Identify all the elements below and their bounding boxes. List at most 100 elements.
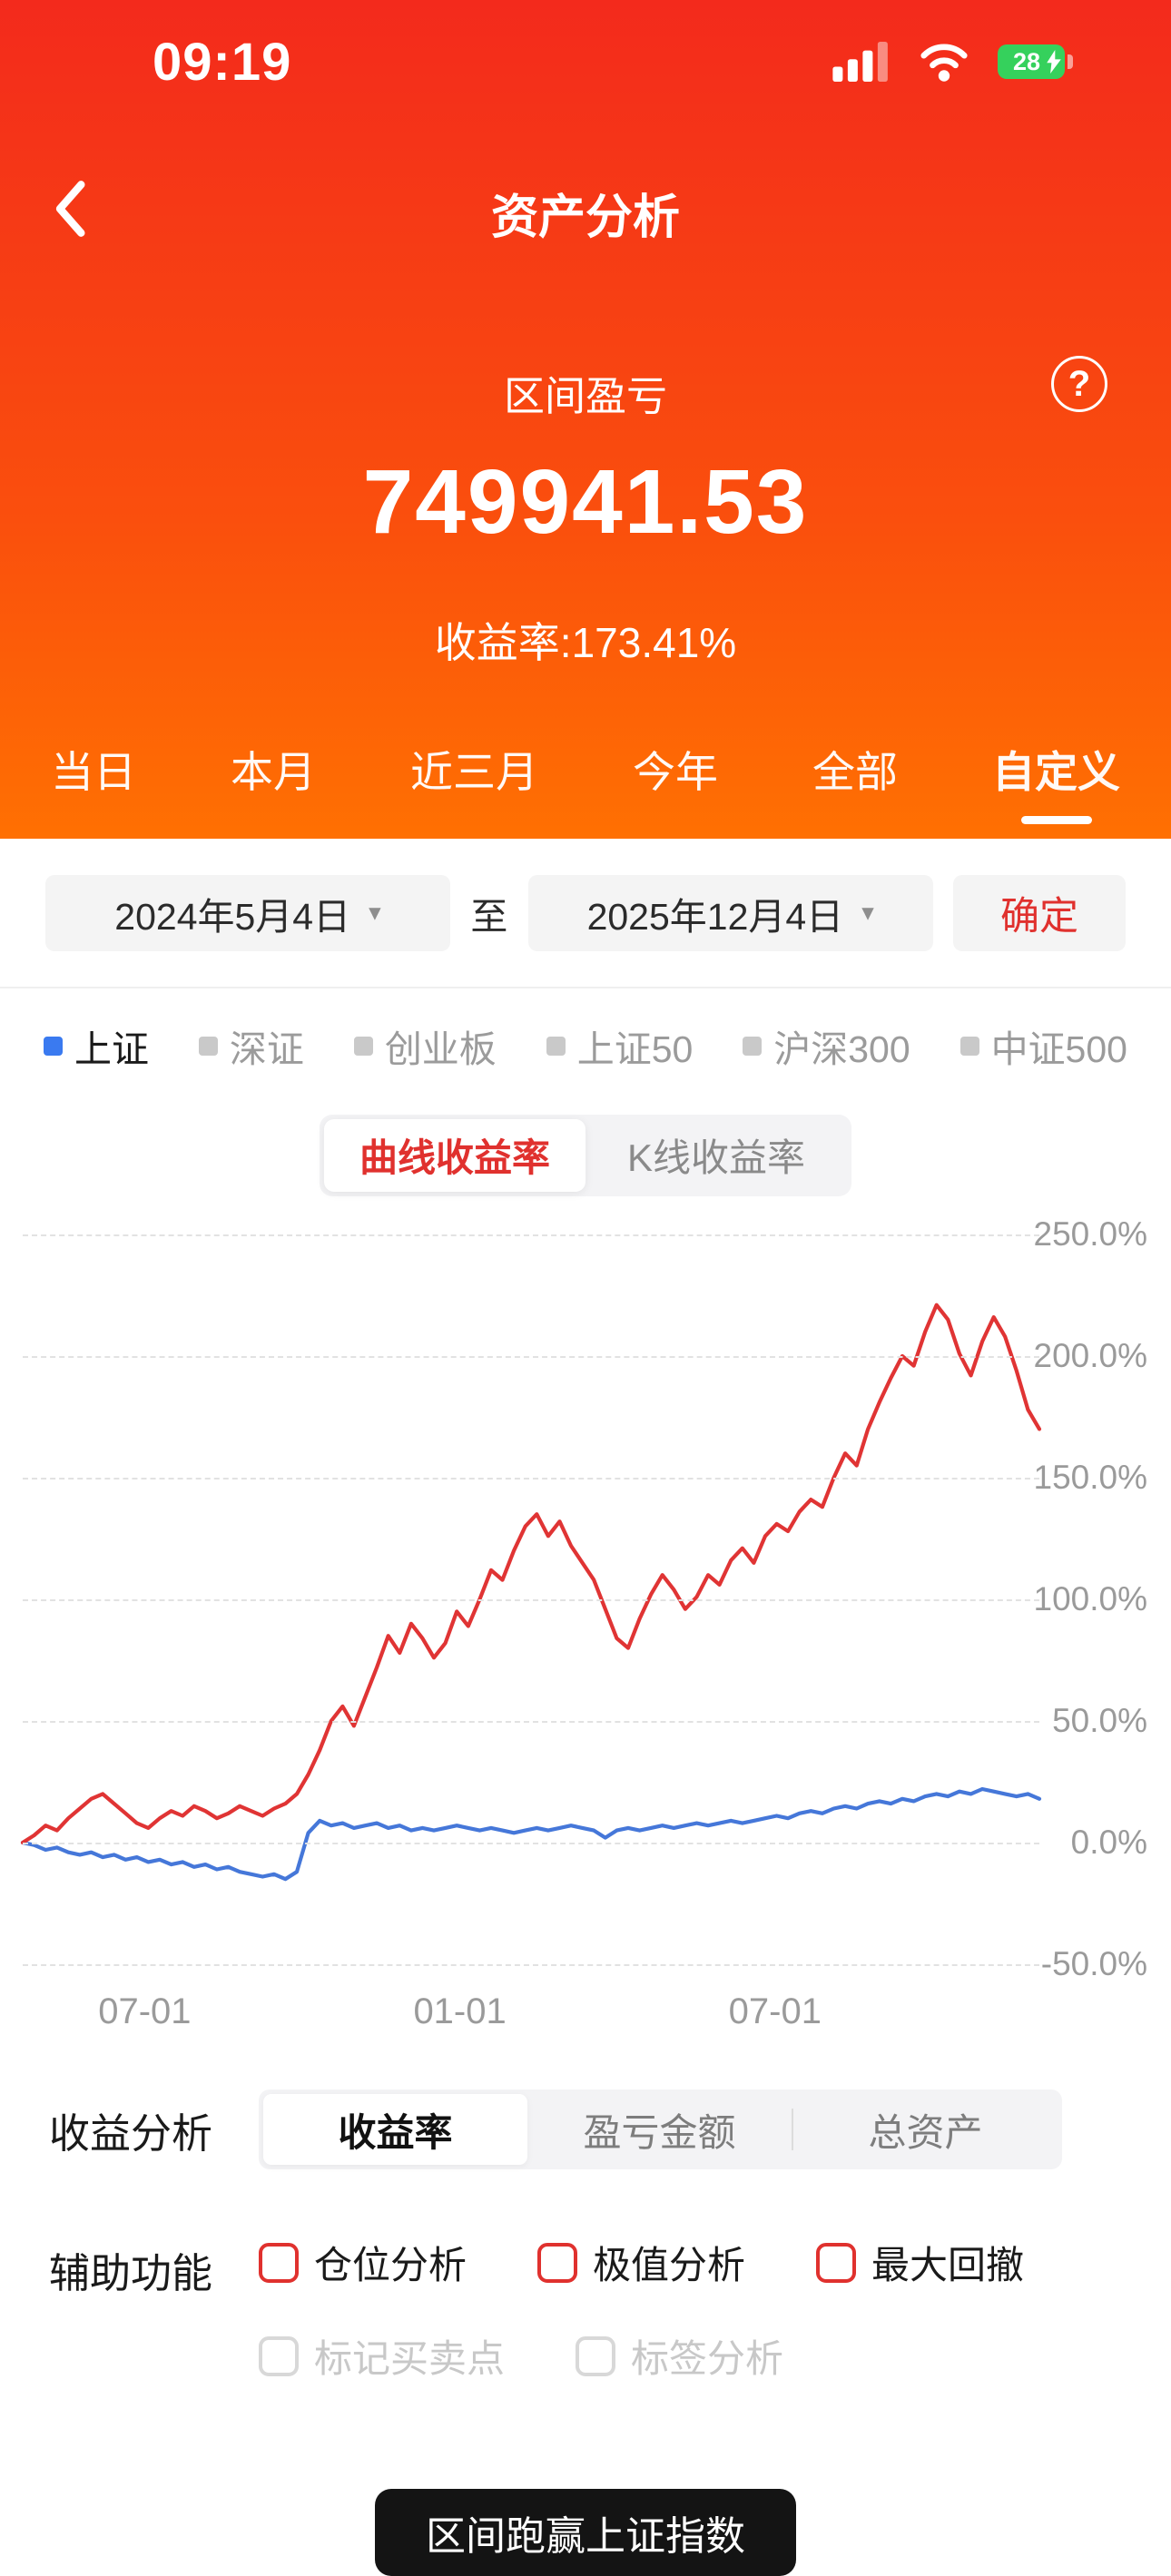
date-filter-row: 2024年5月4日 ▾ 至 2025年12月4日 ▾ 确定 (0, 839, 1171, 988)
legend-item-csi300[interactable]: 沪深300 (743, 1018, 910, 1073)
legend-swatch (353, 1036, 373, 1056)
toggle-curve-return[interactable]: 曲线收益率 (324, 1118, 586, 1192)
divider (792, 2109, 793, 2150)
back-chevron-icon (55, 181, 85, 237)
legend-label: 深证 (229, 1028, 304, 1070)
legend-item-sse[interactable]: 上证 (44, 1018, 149, 1073)
series-line-portfolio-return (20, 1303, 1042, 1845)
return-chart[interactable]: 250.0% 200.0% 150.0% 100.0% 50.0% 0.0% -50.0% 0… (0, 1207, 1171, 2079)
legend-item-csi500[interactable]: 中证500 (959, 1018, 1127, 1073)
chart-type-toggle-row: 曲线收益率 K线收益率 (0, 1103, 1171, 1207)
confirm-button[interactable]: 确定 (952, 874, 1126, 951)
end-date-picker[interactable]: 2025年12月4日 ▾ (527, 874, 933, 951)
checkbox-icon (259, 2242, 299, 2283)
tab-this-year[interactable]: 今年 (633, 748, 718, 796)
tab-all[interactable]: 全部 (812, 748, 898, 796)
aux-section: 辅助功能 仓位分析 极值分析 最大回撤 标记买卖点 (0, 2235, 1171, 2384)
aux-label: 辅助功能 (49, 2250, 213, 2296)
legend-item-szse[interactable]: 深证 (198, 1018, 304, 1073)
toggle-kline-return[interactable]: K线收益率 (626, 1136, 805, 1179)
checkbox-label: 标记买卖点 (314, 2337, 506, 2380)
chart-gridline (23, 1843, 1039, 1844)
chart-gridline (23, 1478, 1039, 1480)
y-axis-label: 250.0% (1033, 1215, 1148, 1253)
return-rate: 收益率:173.41% (434, 619, 737, 666)
caret-down-icon: ▾ (861, 899, 874, 926)
status-time: 09:19 (153, 32, 292, 92)
legend-swatch (959, 1036, 979, 1056)
tab-today[interactable]: 当日 (51, 748, 136, 796)
tab-three-months[interactable]: 近三月 (410, 748, 538, 796)
legend-label: 上证 (74, 1028, 149, 1070)
legend-label: 上证50 (576, 1028, 694, 1070)
y-axis-label: 200.0% (1033, 1337, 1148, 1374)
legend-item-chinext[interactable]: 创业板 (353, 1018, 497, 1073)
checkbox-max-drawdown[interactable]: 最大回撤 (816, 2235, 1024, 2290)
back-button[interactable] (51, 176, 87, 241)
chart-gridline (23, 1356, 1039, 1358)
y-axis-label: 0.0% (1070, 1824, 1147, 1861)
x-axis-label: 07-01 (728, 1991, 822, 2031)
analysis-tab-return-rate[interactable]: 收益率 (263, 2094, 527, 2165)
checkbox-label: 标签分析 (631, 2337, 784, 2380)
battery-indicator: 28 (998, 44, 1073, 79)
legend-label: 沪深300 (773, 1028, 910, 1070)
analysis-label: 收益分析 (49, 2109, 213, 2157)
checkbox-label: 仓位分析 (314, 2244, 467, 2286)
chart-gridline (23, 1234, 1039, 1236)
status-bar: 09:19 28 (0, 25, 1171, 98)
chart-gridline (23, 1599, 1039, 1601)
battery-cap (1068, 54, 1073, 69)
aux-row: 标记买卖点 标签分析 (259, 2328, 1024, 2384)
status-icons: 28 (832, 40, 1073, 84)
legend-swatch (44, 1036, 63, 1056)
caret-down-icon: ▾ (369, 899, 381, 926)
tab-this-month[interactable]: 本月 (231, 748, 316, 796)
checkbox-position-analysis[interactable]: 仓位分析 (259, 2235, 467, 2290)
aux-rows: 仓位分析 极值分析 最大回撤 标记买卖点 标签分析 (259, 2235, 1024, 2384)
to-label: 至 (470, 895, 508, 938)
series-line-sse-index (20, 1786, 1042, 1882)
start-date-picker[interactable]: 2024年5月4日 ▾ (45, 874, 450, 951)
charging-bolt-icon (1047, 50, 1061, 74)
tab-custom[interactable]: 自定义 (992, 737, 1120, 824)
checkbox-mark-trades[interactable]: 标记买卖点 (259, 2328, 505, 2384)
help-icon[interactable]: ? (1051, 356, 1107, 412)
battery-percent: 28 (1012, 47, 1041, 75)
checkbox-tag-analysis[interactable]: 标签分析 (576, 2328, 783, 2384)
wifi-icon (920, 44, 968, 82)
legend-swatch (743, 1036, 763, 1056)
aux-row: 仓位分析 极值分析 最大回撤 (259, 2235, 1024, 2290)
legend-label: 创业板 (384, 1028, 497, 1070)
section-label: 区间盈亏 (503, 373, 667, 419)
index-legend: 上证 深证 创业板 上证50 沪深300 中证500 (0, 988, 1171, 1103)
nav-bar: 资产分析 (0, 169, 1171, 256)
header: 09:19 28 (0, 0, 1171, 839)
end-date-value: 2025年12月4日 (586, 895, 844, 938)
chart-type-toggle: 曲线收益率 K线收益率 (320, 1114, 851, 1196)
battery-body: 28 (998, 44, 1065, 79)
checkbox-extreme-analysis[interactable]: 极值分析 (537, 2235, 745, 2290)
interval-pnl-amount: 749941.53 (362, 451, 809, 553)
chart-series-canvas (20, 1303, 1042, 1882)
legend-swatch (198, 1036, 218, 1056)
checkbox-icon (259, 2335, 299, 2376)
checkbox-icon (816, 2242, 857, 2283)
y-axis-label: 50.0% (1052, 1702, 1147, 1739)
x-axis-label: 07-01 (98, 1991, 192, 2031)
checkbox-label: 极值分析 (593, 2244, 746, 2286)
checkbox-icon (537, 2242, 578, 2283)
legend-item-sse50[interactable]: 上证50 (546, 1018, 694, 1073)
y-axis-label: 100.0% (1033, 1580, 1148, 1617)
x-axis-label: 01-01 (413, 1991, 507, 2031)
analysis-tabs: 收益率 盈亏金额 总资产 (259, 2089, 1062, 2169)
legend-label: 中证500 (990, 1028, 1127, 1070)
y-axis-label: -50.0% (1040, 1945, 1147, 1982)
analysis-tab-pnl-amount[interactable]: 盈亏金额 (583, 2110, 736, 2154)
start-date-value: 2024年5月4日 (114, 895, 351, 938)
chart-gridline (23, 1721, 1039, 1723)
analysis-tab-total-assets[interactable]: 总资产 (868, 2110, 983, 2154)
checkbox-label: 最大回撤 (871, 2244, 1025, 2286)
page-title: 资产分析 (490, 191, 680, 244)
legend-swatch (546, 1036, 566, 1056)
